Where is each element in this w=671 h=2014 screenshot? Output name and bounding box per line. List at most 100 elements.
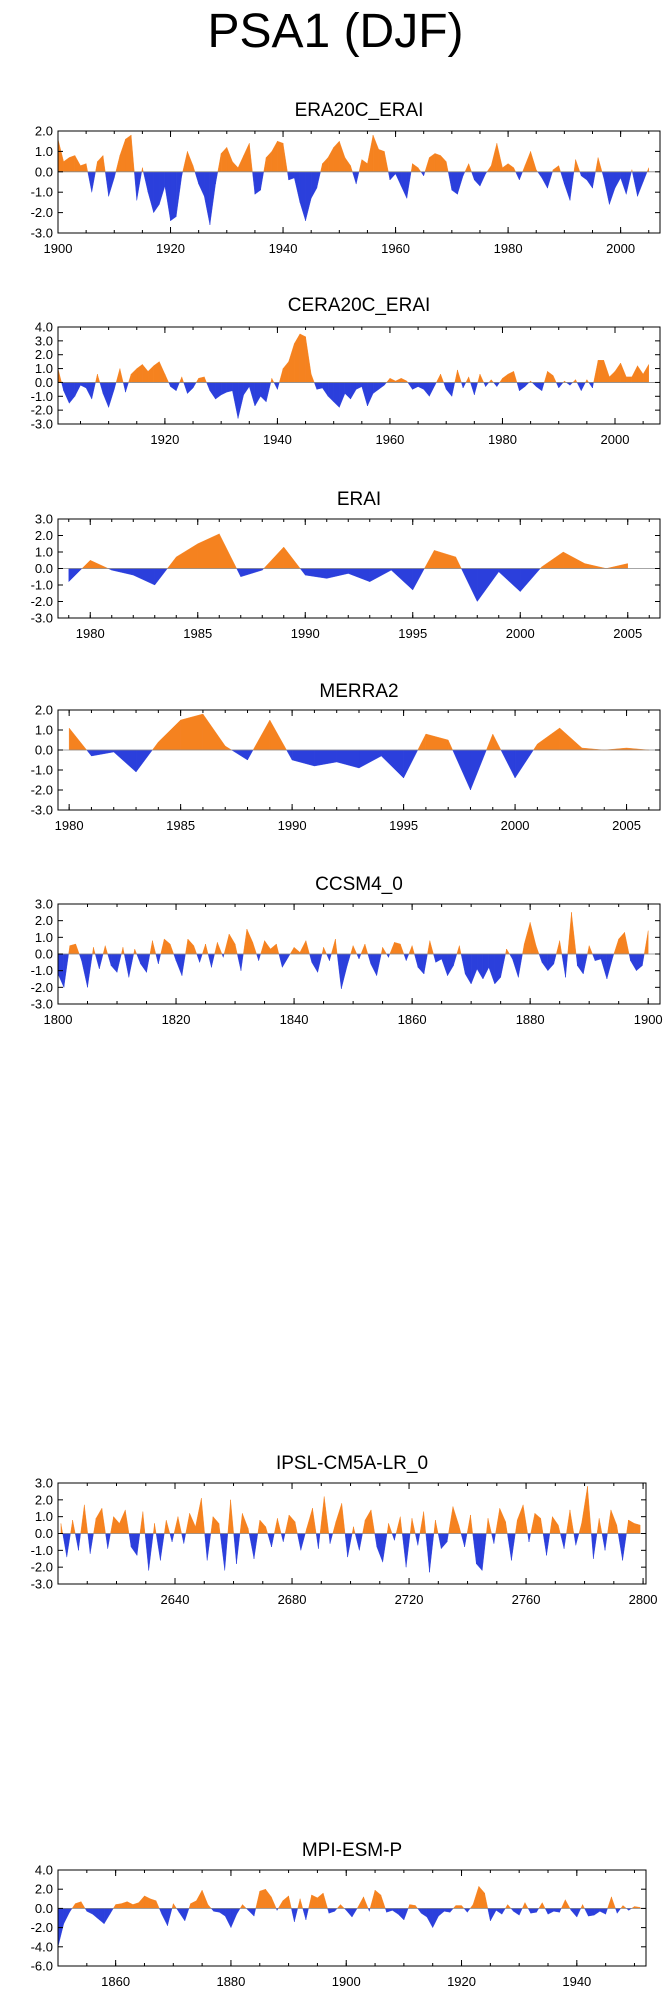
y-tick-label-ccsm4-0: -2.0 [31,980,53,995]
x-tick-label-cera20c-erai: 1940 [263,432,292,447]
positive-area-mpi-esm-p [524,1902,529,1909]
negative-area-era20c-erai [420,171,424,177]
negative-area-ccsm4-0 [435,953,442,963]
positive-area-ccsm4-0 [331,938,336,955]
negative-area-mpi-esm-p [463,1908,468,1913]
panel-mpi-esm-p: MPI-ESM-P 4.0 2.0 0.0 -2.0 -4.0 -6.0 1860 1880 19… [31,1840,647,1989]
negative-area-ipsl-cm5a-lr-0 [560,1533,565,1549]
negative-area-ipsl-cm5a-lr-0 [391,1533,395,1541]
positive-area-ccsm4-0 [289,946,295,955]
negative-area-mpi-esm-p [487,1908,491,1921]
y-tick-label-cera20c-erai: 2.0 [35,347,53,362]
negative-area-ccsm4-0 [116,953,122,973]
negative-area-ipsl-cm5a-lr-0 [593,1533,598,1559]
positive-area-ipsl-cm5a-lr-0 [185,1513,190,1534]
positive-area-mpi-esm-p [538,1901,543,1909]
positive-area-ccsm4-0 [352,945,358,955]
positive-area-ccsm4-0 [335,938,338,955]
positive-area-mpi-esm-p [299,1898,304,1909]
negative-area-ccsm4-0 [465,953,472,985]
negative-area-cera20c-erai [344,382,351,400]
positive-area-era20c-erai [575,159,581,172]
negative-area-mpi-esm-p [109,1908,114,1915]
x-tick-label-erai: 2005 [613,626,642,641]
positive-area-cera20c-erai [502,373,509,383]
negative-area-ipsl-cm5a-lr-0 [437,1533,442,1549]
negative-area-cera20c-erai [61,382,64,391]
negative-area-mpi-esm-p [513,1908,520,1916]
negative-area-ccsm4-0 [211,953,215,968]
negative-area-mpi-esm-p [397,1908,405,1921]
positive-area-ipsl-cm5a-lr-0 [628,1519,635,1534]
positive-area-ipsl-cm5a-lr-0 [113,1516,120,1534]
positive-area-ccsm4-0 [613,938,619,955]
positive-area-cera20c-erai [477,374,481,383]
negative-area-era20c-erai [181,171,183,176]
x-tick-label-ipsl-cm5a-lr-0: 2640 [161,1592,190,1607]
negative-area-erai [326,568,349,579]
positive-area-ipsl-cm5a-lr-0 [239,1513,243,1534]
negative-area-ccsm4-0 [237,953,242,971]
positive-area-cera20c-erai [585,379,588,383]
negative-area-ccsm4-0 [414,953,419,968]
negative-area-mpi-esm-p [69,1908,73,1913]
negative-area-merra2 [381,749,404,779]
positive-area-cera20c-erai [153,361,160,383]
negative-area-cera20c-erai [355,382,363,390]
negative-area-era20c-erai [159,171,166,205]
negative-area-ccsm4-0 [110,953,118,973]
negative-area-era20c-erai [310,171,317,199]
y-tick-label-ccsm4-0: 0.0 [35,947,53,962]
y-tick-label-mpi-esm-p: 2.0 [35,1882,53,1897]
positive-area-merra2 [417,733,427,751]
negative-area-cera20c-erai [69,382,76,404]
positive-area-ccsm4-0 [400,943,405,955]
negative-area-ipsl-cm5a-lr-0 [604,1533,608,1551]
negative-area-era20c-erai [136,171,142,201]
negative-area-ipsl-cm5a-lr-0 [130,1533,138,1557]
positive-area-cera20c-erai [609,370,616,383]
positive-area-mpi-esm-p [132,1902,139,1909]
positive-area-ccsm4-0 [323,947,327,955]
positive-area-ccsm4-0 [169,943,174,955]
negative-area-mpi-esm-p [184,1908,190,1921]
positive-area-mpi-esm-p [415,1904,418,1909]
positive-area-mpi-esm-p [271,1896,277,1909]
positive-area-ccsm4-0 [529,922,537,955]
positive-area-era20c-erai [182,151,188,172]
positive-area-era20c-erai [74,155,81,172]
positive-area-era20c-erai [513,167,516,172]
negative-area-cera20c-erai [243,382,250,396]
positive-area-era20c-erai [507,163,514,172]
positive-area-ipsl-cm5a-lr-0 [72,1519,76,1534]
negative-area-cera20c-erai [461,382,464,389]
negative-area-ccsm4-0 [128,953,134,978]
positive-area-ipsl-cm5a-lr-0 [164,1520,167,1534]
negative-area-ipsl-cm5a-lr-0 [280,1533,284,1542]
negative-area-cera20c-erai [63,382,70,404]
negative-area-cera20c-erai [516,382,520,391]
positive-area-cera20c-erai [386,377,391,383]
positive-area-cera20c-erai [547,370,554,383]
negative-area-cera20c-erai [249,382,256,407]
positive-area-ipsl-cm5a-lr-0 [578,1523,582,1534]
negative-area-ccsm4-0 [561,953,566,978]
positive-area-ipsl-cm5a-lr-0 [607,1509,612,1534]
negative-area-ccsm4-0 [538,953,543,963]
positive-area-ipsl-cm5a-lr-0 [552,1516,559,1534]
positive-area-cera20c-erai [395,377,402,383]
positive-area-erai [283,546,301,569]
negative-area-ipsl-cm5a-lr-0 [622,1533,627,1561]
negative-area-cera20c-erai [417,382,424,390]
positive-area-cera20c-erai [204,376,207,383]
positive-area-ccsm4-0 [321,947,324,955]
positive-area-merra2 [202,713,226,751]
negative-area-ipsl-cm5a-lr-0 [347,1533,353,1558]
x-tick-label-erai: 2000 [506,626,535,641]
negative-area-era20c-erai [471,171,475,181]
positive-area-merra2 [425,733,449,751]
negative-area-era20c-erai [254,171,261,195]
negative-area-ipsl-cm5a-lr-0 [74,1533,79,1551]
positive-area-era20c-erai [558,165,561,172]
